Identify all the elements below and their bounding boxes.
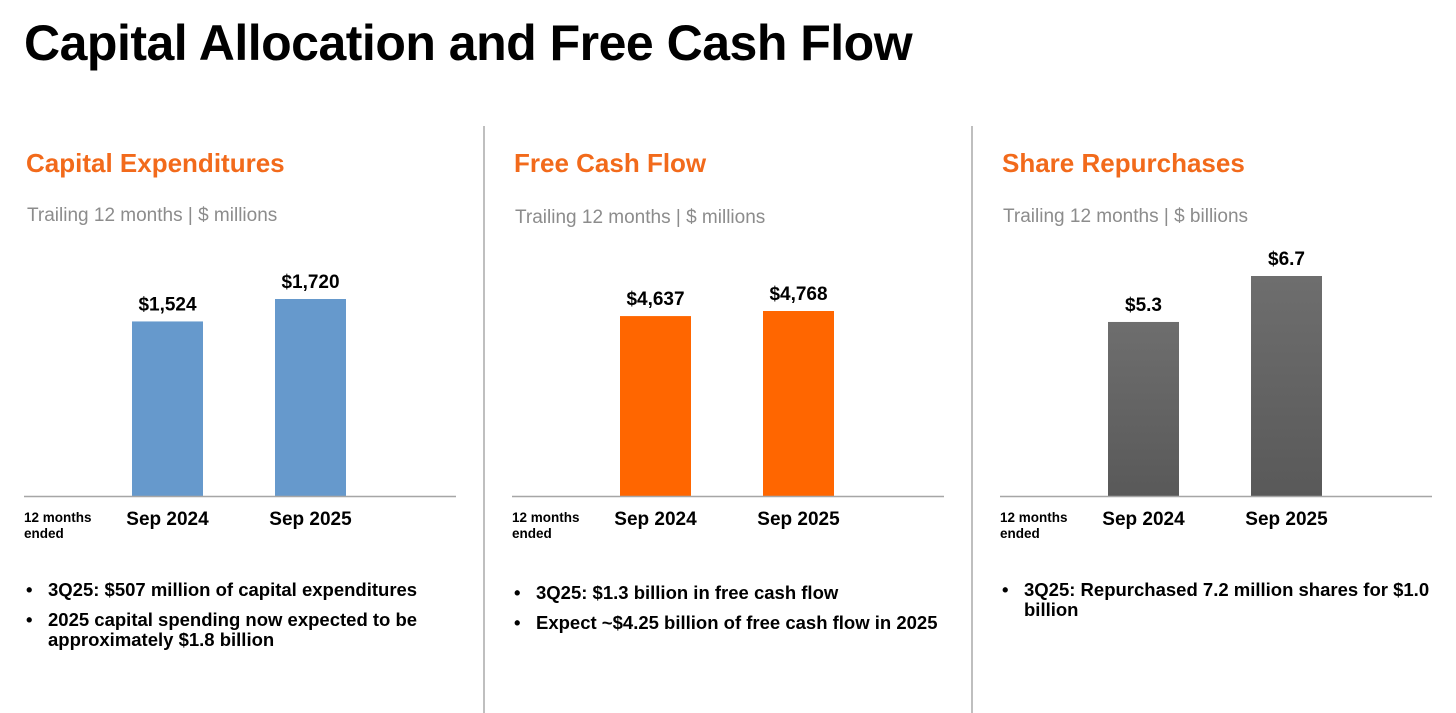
panel-divider — [483, 126, 485, 713]
category-label: Sep 2025 — [269, 509, 352, 530]
x-axis-note: 12 months ended — [24, 510, 92, 541]
category-label: Sep 2025 — [1245, 509, 1328, 530]
bar-value-label: $4,637 — [626, 289, 684, 310]
bar-sep-2025 — [275, 299, 346, 496]
capex-subtitle: Trailing 12 months | $ millions — [27, 205, 278, 226]
buyback-bullets: 3Q25: Repurchased 7.2 million shares for… — [1002, 580, 1432, 630]
bar-sep-2024 — [620, 316, 691, 496]
fcf-bullet-1: 3Q25: $1.3 billion in free cash flow — [514, 583, 944, 604]
bar-value-label: $1,720 — [281, 272, 339, 293]
buyback-subtitle: Trailing 12 months | $ billions — [1003, 206, 1249, 227]
bar-value-label: $4,768 — [769, 284, 827, 305]
capex-panel: Capital Expenditures Trailing 12 months … — [24, 0, 494, 713]
buyback-bullet-1: 3Q25: Repurchased 7.2 million shares for… — [1002, 580, 1432, 620]
x-axis-note: 12 months ended — [512, 510, 580, 541]
fcf-panel: Free Cash Flow Trailing 12 months | $ mi… — [512, 0, 982, 713]
category-label: Sep 2025 — [757, 509, 840, 530]
category-label: Sep 2024 — [614, 509, 697, 530]
capex-chart: $1,524 Sep 2024 $1,720 Sep 2025 12 months end… — [24, 272, 456, 541]
bar-value-label: $1,524 — [138, 294, 197, 315]
x-axis-note: 12 months ended — [1000, 510, 1068, 541]
bar-sep-2024 — [132, 321, 203, 496]
category-label: Sep 2024 — [126, 509, 209, 530]
bar-sep-2024 — [1108, 321, 1179, 496]
capex-bullet-1: 3Q25: $507 million of capital expenditur… — [26, 580, 456, 601]
capex-bullet-2: 2025 capital spending now expected to be… — [26, 610, 456, 650]
fcf-subtitle: Trailing 12 months | $ millions — [515, 207, 766, 228]
bar-value-label: $6.7 — [1268, 249, 1305, 270]
buyback-chart: $5.3 Sep 2024 $6.7 Sep 2025 12 months ended — [1000, 249, 1432, 541]
capex-bullets: 3Q25: $507 million of capital expenditur… — [26, 580, 456, 660]
capex-title: Capital Expenditures — [26, 148, 285, 178]
bar-sep-2025 — [1251, 276, 1322, 496]
fcf-chart: $4,637 Sep 2024 $4,768 Sep 2025 12 months end… — [512, 284, 944, 541]
buyback-panel: Share Repurchases Trailing 12 months | $… — [1000, 0, 1456, 713]
buyback-title: Share Repurchases — [1002, 148, 1245, 178]
page-title: Capital Allocation and Free Cash Flow — [24, 15, 913, 71]
bar-value-label: $5.3 — [1125, 295, 1162, 316]
category-label: Sep 2024 — [1102, 509, 1185, 530]
bar-sep-2025 — [763, 311, 834, 496]
fcf-bullet-2: Expect ~$4.25 billion of free cash flow … — [514, 613, 944, 634]
panel-divider — [971, 126, 973, 713]
fcf-bullets: 3Q25: $1.3 billion in free cash flow Exp… — [514, 583, 944, 643]
fcf-title: Free Cash Flow — [514, 148, 707, 178]
